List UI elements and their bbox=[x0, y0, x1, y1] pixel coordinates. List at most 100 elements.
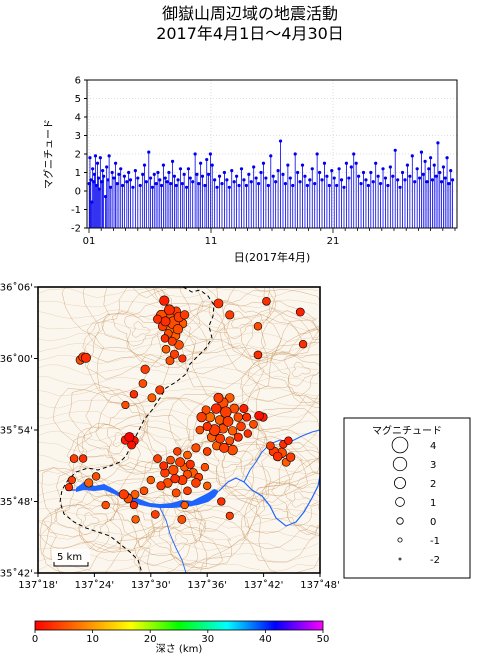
stem-point bbox=[205, 157, 209, 162]
stem-point bbox=[378, 182, 383, 186]
y-tick-label: 3 bbox=[75, 131, 81, 142]
stem-point bbox=[149, 176, 153, 180]
stem-point bbox=[98, 156, 102, 160]
earthquake-marker bbox=[286, 452, 296, 462]
stem-point bbox=[158, 178, 162, 182]
y-axis-label: マグニチュード bbox=[42, 119, 55, 189]
map-y-tick-label: 36˚00' bbox=[0, 353, 33, 365]
chart-title: 御嶽山周辺域の地震活動 bbox=[161, 4, 338, 23]
stem-point bbox=[450, 178, 455, 182]
stem-point bbox=[330, 169, 334, 173]
colorbar-label: 深さ (km) bbox=[156, 643, 203, 655]
legend-circle bbox=[395, 497, 405, 507]
earthquake-marker bbox=[180, 310, 190, 320]
earthquake-marker bbox=[239, 404, 249, 414]
y-tick-label: -1 bbox=[71, 205, 81, 216]
contour-line bbox=[38, 408, 319, 419]
stem-point bbox=[408, 174, 412, 178]
earthquake-marker bbox=[219, 442, 230, 453]
contour-line bbox=[291, 491, 311, 508]
colorbar-tick-label: 10 bbox=[86, 634, 99, 645]
stem-point bbox=[136, 176, 140, 180]
stem-point bbox=[376, 174, 380, 178]
contour-line bbox=[38, 398, 319, 409]
stem-point bbox=[419, 150, 424, 154]
contour-line bbox=[66, 393, 169, 474]
earthquake-marker bbox=[146, 475, 155, 485]
stem-point bbox=[89, 178, 93, 182]
earthquake-marker bbox=[138, 379, 148, 388]
stem-point bbox=[239, 167, 244, 171]
stem-point bbox=[217, 174, 222, 178]
stem-point bbox=[159, 183, 164, 188]
stem-point bbox=[271, 174, 275, 178]
prefecture-border bbox=[59, 287, 215, 573]
legend-circle bbox=[393, 476, 406, 489]
y-tick-label: 1 bbox=[75, 168, 81, 179]
stem-point bbox=[127, 170, 131, 175]
contour-line bbox=[230, 310, 252, 328]
scale-bar-label: 5 km bbox=[57, 552, 82, 563]
earthquake-marker bbox=[175, 457, 185, 468]
stem-point bbox=[230, 169, 234, 173]
earthquake-marker bbox=[64, 483, 74, 492]
earthquake-marker bbox=[284, 436, 293, 445]
contour-line bbox=[38, 287, 319, 299]
stem-point bbox=[252, 165, 256, 169]
depth-colorbar: 0 10 20 30 40 50 深さ (km) bbox=[32, 620, 329, 655]
stem-point bbox=[256, 182, 261, 186]
river bbox=[159, 507, 187, 573]
earthquake-marker bbox=[242, 412, 252, 422]
stem-point bbox=[342, 185, 346, 189]
earthquake-marker bbox=[196, 412, 207, 423]
earthquake-marker bbox=[153, 314, 163, 324]
earthquake-marker bbox=[153, 454, 162, 463]
stem-point bbox=[101, 169, 105, 173]
colorbar-tick-label: 0 bbox=[32, 634, 38, 645]
contour-line bbox=[219, 314, 320, 450]
earthquake-marker bbox=[160, 316, 171, 327]
earthquake-marker bbox=[140, 364, 150, 374]
earthquake-marker bbox=[191, 478, 201, 488]
stem-point bbox=[203, 183, 207, 188]
y-tick-label: 6 bbox=[75, 76, 81, 87]
contour-line bbox=[221, 450, 243, 468]
legend-circle bbox=[391, 436, 409, 454]
map-x-tick-label: 137˚36' bbox=[187, 579, 227, 591]
contour-line bbox=[40, 465, 155, 561]
stem-point bbox=[131, 185, 135, 189]
earthquake-marker bbox=[211, 403, 222, 414]
stem-point bbox=[276, 169, 280, 173]
contour-line bbox=[38, 518, 319, 529]
stem-point bbox=[206, 172, 211, 176]
earthquake-marker bbox=[183, 486, 192, 496]
stem-point bbox=[438, 170, 442, 175]
earthquake-marker bbox=[156, 481, 166, 491]
earthquake-marker bbox=[253, 322, 263, 331]
contour-line bbox=[178, 287, 302, 362]
contour-line bbox=[82, 512, 100, 527]
stem-point bbox=[332, 176, 336, 180]
stem-point bbox=[220, 182, 224, 186]
map-y-tick-label: 35˚54' bbox=[0, 425, 33, 437]
stem-point bbox=[178, 167, 183, 171]
stem-point bbox=[441, 165, 446, 169]
stem-point bbox=[421, 172, 425, 176]
stem-point bbox=[339, 178, 344, 182]
contour-line bbox=[249, 458, 320, 537]
map-x-tick-label: 137˚24' bbox=[75, 579, 115, 591]
contour-line bbox=[38, 530, 319, 541]
stem-point bbox=[344, 161, 349, 165]
contour-line bbox=[173, 415, 272, 503]
border-line bbox=[59, 287, 215, 573]
stem-point bbox=[296, 170, 300, 175]
stem-point bbox=[393, 148, 397, 152]
contour-line bbox=[132, 321, 151, 338]
stem-point bbox=[423, 159, 427, 163]
legend-title: マグニチュード bbox=[372, 424, 442, 437]
stem-point bbox=[172, 174, 176, 178]
legend-label: 0 bbox=[430, 517, 436, 528]
earthquake-marker bbox=[159, 461, 169, 471]
earthquake-marker bbox=[222, 416, 234, 427]
y-tick-label: -2 bbox=[71, 224, 81, 235]
